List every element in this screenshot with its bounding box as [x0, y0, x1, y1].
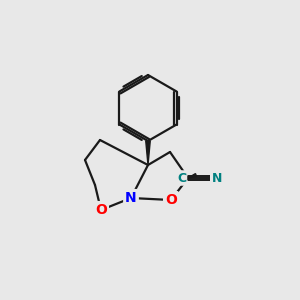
- Text: N: N: [125, 191, 137, 205]
- Text: O: O: [165, 193, 177, 207]
- Text: C: C: [177, 172, 186, 184]
- Polygon shape: [188, 174, 196, 178]
- Text: N: N: [212, 172, 222, 184]
- Text: O: O: [95, 203, 107, 217]
- Polygon shape: [146, 141, 150, 165]
